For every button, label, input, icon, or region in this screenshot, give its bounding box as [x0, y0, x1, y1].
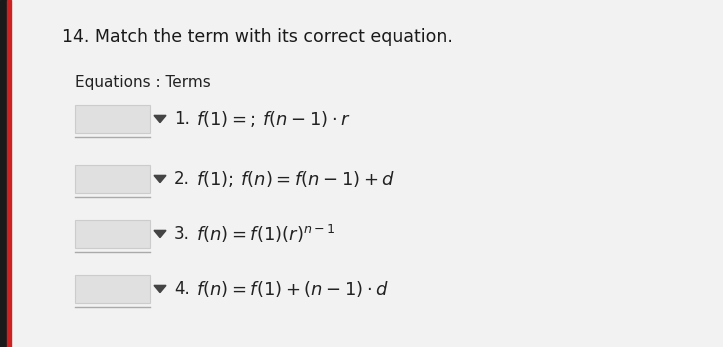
Bar — [7, 0, 11, 347]
Polygon shape — [154, 175, 166, 183]
Text: 4.: 4. — [174, 280, 189, 298]
Text: 14. Match the term with its correct equation.: 14. Match the term with its correct equa… — [62, 28, 453, 46]
Polygon shape — [154, 116, 166, 122]
FancyBboxPatch shape — [75, 220, 150, 248]
Bar — [0, 0, 7, 347]
FancyBboxPatch shape — [75, 165, 150, 193]
FancyBboxPatch shape — [75, 275, 150, 303]
Text: Equations : Terms: Equations : Terms — [75, 75, 210, 90]
FancyBboxPatch shape — [75, 105, 150, 133]
Polygon shape — [154, 230, 166, 238]
Text: $f(n) = f(1)(r)^{n-1}$: $f(n) = f(1)(r)^{n-1}$ — [196, 223, 335, 245]
Text: $f(1) =;\,f(n-1) \cdot r$: $f(1) =;\,f(n-1) \cdot r$ — [196, 109, 351, 129]
Text: $f(n) = f(1) + (n-1) \cdot d$: $f(n) = f(1) + (n-1) \cdot d$ — [196, 279, 389, 299]
Text: 3.: 3. — [174, 225, 190, 243]
Text: $f(1);\,f(n) = f(n-1) + d$: $f(1);\,f(n) = f(n-1) + d$ — [196, 169, 395, 189]
Text: 1.: 1. — [174, 110, 190, 128]
Text: 2.: 2. — [174, 170, 190, 188]
Polygon shape — [154, 285, 166, 293]
